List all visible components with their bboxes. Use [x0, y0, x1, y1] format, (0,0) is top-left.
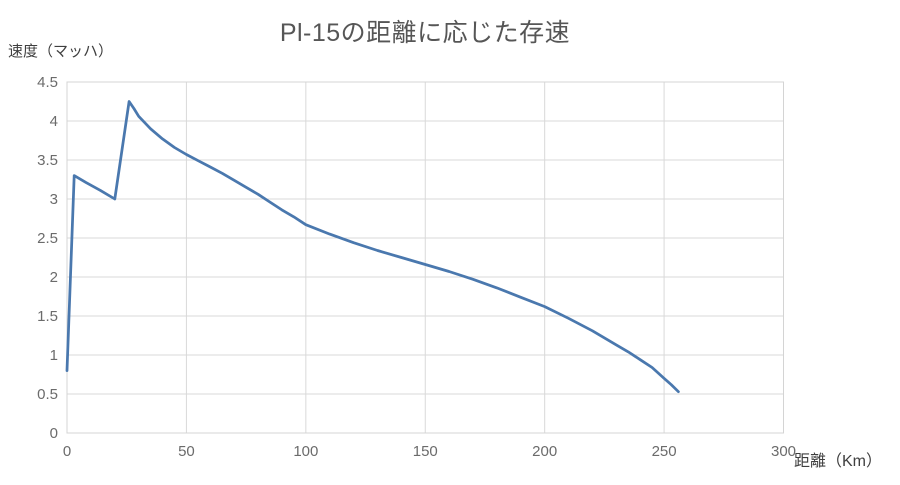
- y-tick-label: 3: [50, 191, 58, 208]
- y-tick-label: 0.5: [37, 386, 58, 403]
- chart-title: Pl-15の距離に応じた存速: [279, 19, 571, 47]
- x-tick-label: 50: [178, 443, 195, 460]
- y-tick-label: 0: [50, 425, 58, 442]
- x-tick-label: 150: [413, 443, 438, 460]
- y-tick-label: 1: [50, 347, 58, 364]
- x-axis-unit-label: 距離（Km）: [794, 453, 883, 470]
- x-tick-label: 250: [652, 443, 677, 460]
- x-tick-label: 300: [771, 443, 796, 460]
- plot-border: [66, 81, 784, 434]
- y-tick-label: 4: [50, 113, 58, 130]
- x-tick-label: 0: [63, 443, 71, 460]
- y-tick-label: 4.5: [37, 74, 58, 91]
- y-tick-label: 2: [50, 269, 58, 286]
- y-tick-label: 1.5: [37, 308, 58, 325]
- y-tick-label: 3.5: [37, 152, 58, 169]
- x-tick-label: 100: [293, 443, 318, 460]
- x-tick-label: 200: [532, 443, 557, 460]
- y-axis-unit-label: 速度（マッハ）: [8, 43, 114, 60]
- y-tick-label: 2.5: [37, 230, 58, 247]
- series-line: [65, 100, 680, 394]
